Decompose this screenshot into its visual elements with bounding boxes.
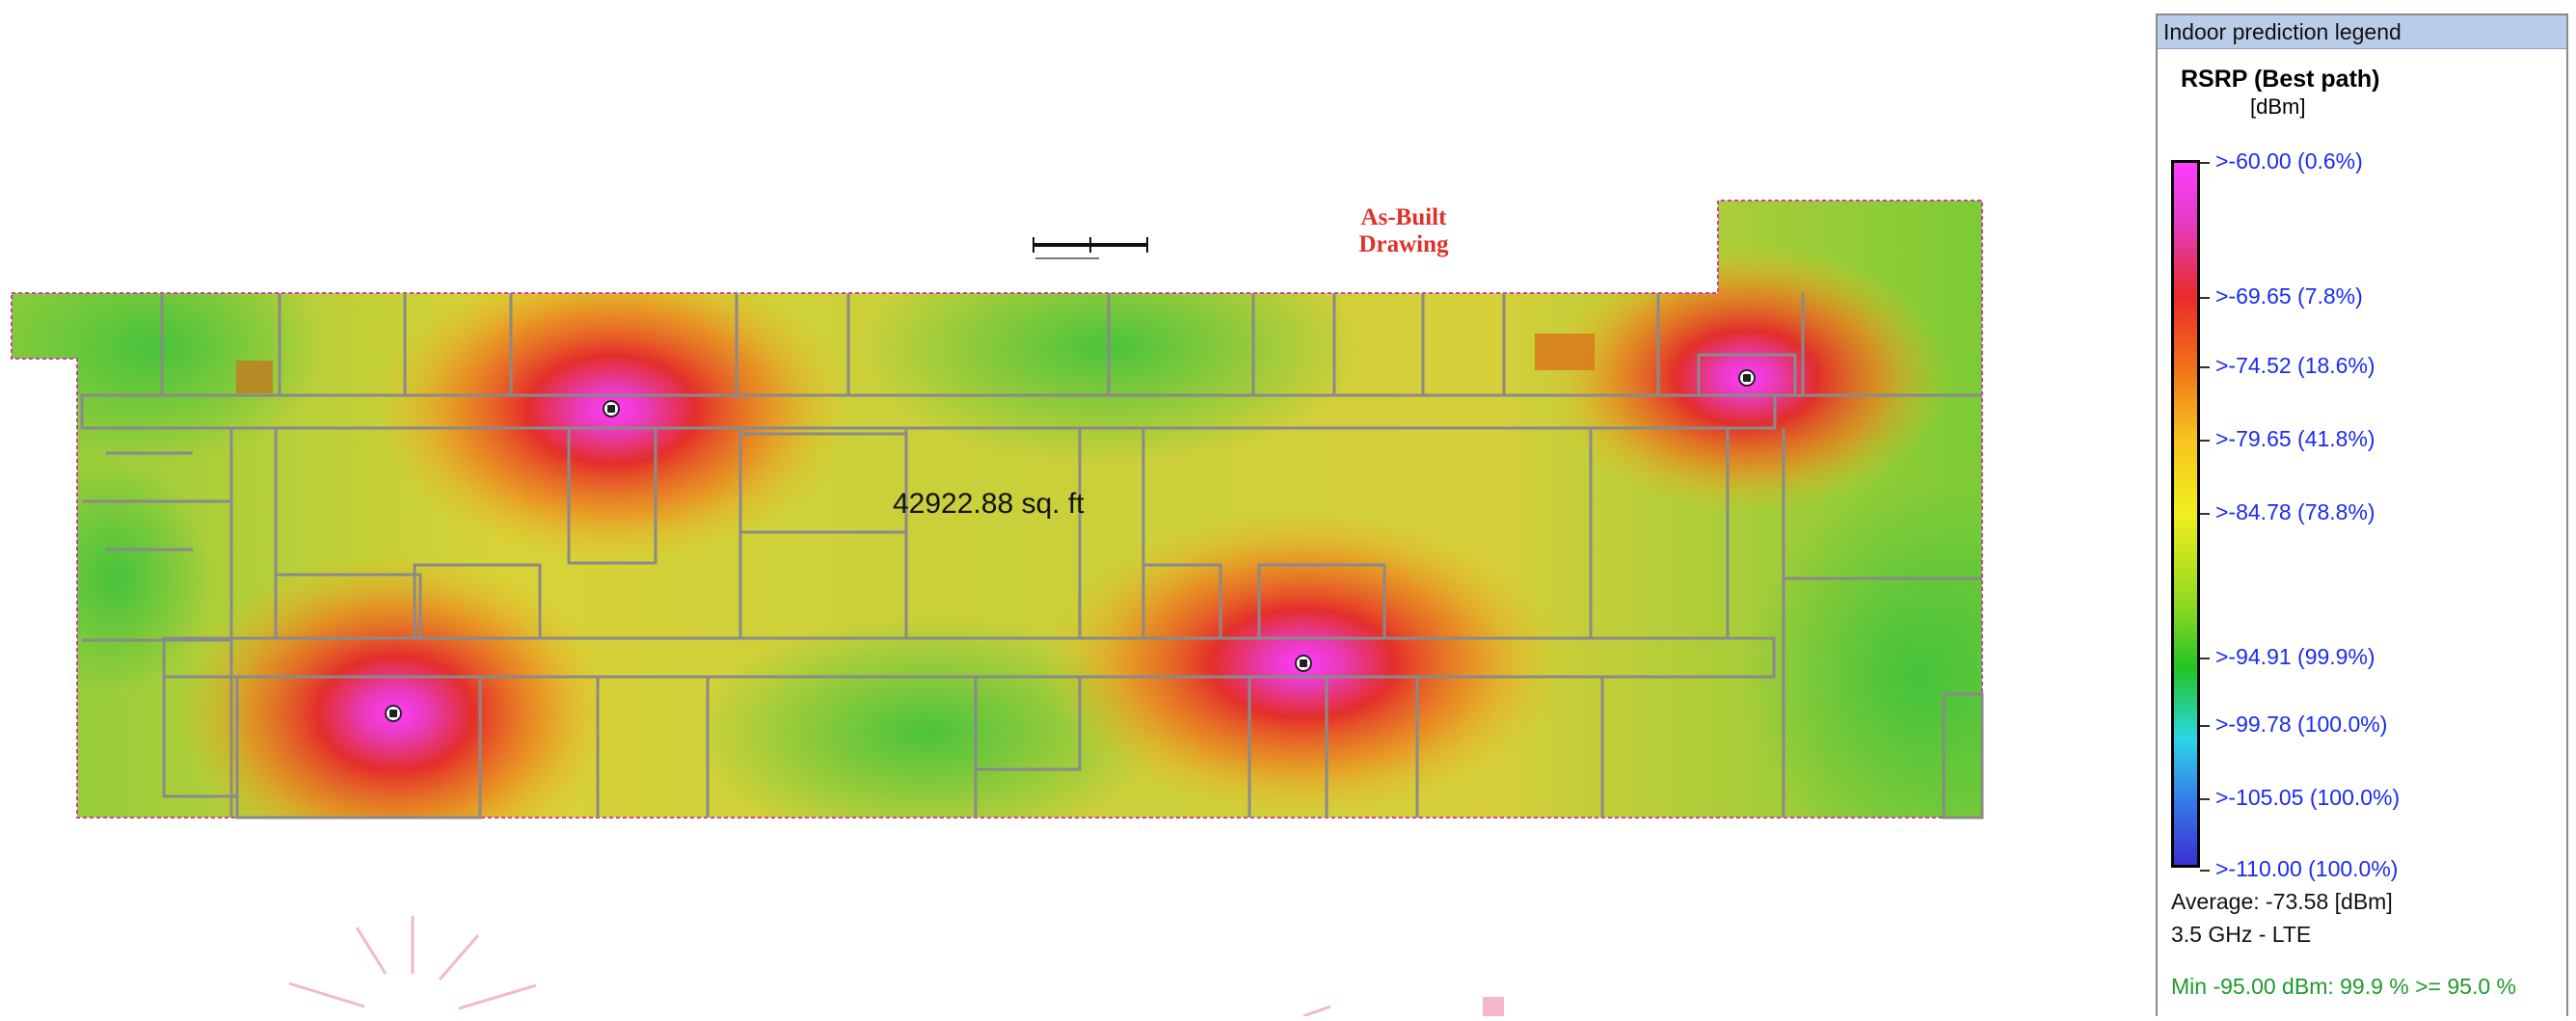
access-point-3-icon[interactable] [1295,655,1312,672]
legend-metric: RSRP (Best path) [2181,66,2380,93]
legend-level-label: >-94.91 (99.9%) [2215,644,2375,669]
legend-level-label: >-60.00 (0.6%) [2215,148,2363,174]
indoor-prediction-legend[interactable]: Indoor prediction legend RSRP (Best path… [2156,13,2568,1016]
legend-level-label: >-110.00 (100.0%) [2215,856,2399,881]
legend-tick [2200,366,2210,368]
area-label: 42922.88 sq. ft [893,488,1085,520]
legend-level-label: >-79.65 (41.8%) [2215,426,2375,451]
scale-bar [1033,237,1148,259]
drawing-title-line1: As-Built [1360,204,1447,230]
legend-level-label: >-105.05 (100.0%) [2215,785,2401,810]
legend-tick [2200,162,2210,164]
legend-unit: [dBm] [2250,94,2306,119]
legend-tick [2200,725,2210,727]
watermark-graphic [288,916,2273,1018]
legend-tick [2200,513,2210,515]
band-info: 3.5 GHz - LTE [2171,922,2312,947]
legend-level-label: >-99.78 (100.0%) [2215,712,2388,737]
access-point-4-icon[interactable] [1738,369,1756,387]
floor-plan-canvas[interactable]: As-Built Drawing 42922.88 sq. ft [0,0,2273,1018]
access-point-1-icon[interactable] [603,400,620,417]
access-point-2-icon[interactable] [385,705,402,722]
legend-color-scale [2171,160,2200,868]
legend-level-label: >-84.78 (78.8%) [2215,499,2375,524]
legend-tick [2200,440,2210,442]
legend-level-label: >-69.65 (7.8%) [2215,283,2363,309]
legend-tick [2200,798,2210,800]
legend-tick [2200,297,2210,299]
drawing-title: As-Built Drawing [1346,204,1462,258]
average-value: Average: -73.58 [dBm] [2171,889,2393,914]
legend-header[interactable]: Indoor prediction legend [2158,15,2566,49]
legend-tick [2200,870,2210,872]
legend-level-label: >-74.52 (18.6%) [2215,353,2375,378]
legend-tick [2200,658,2210,659]
drawing-title-line2: Drawing [1358,231,1449,257]
floor-walls [80,293,1984,819]
coverage-criterion: Min -95.00 dBm: 99.9 % >= 95.0 % [2171,974,2516,999]
